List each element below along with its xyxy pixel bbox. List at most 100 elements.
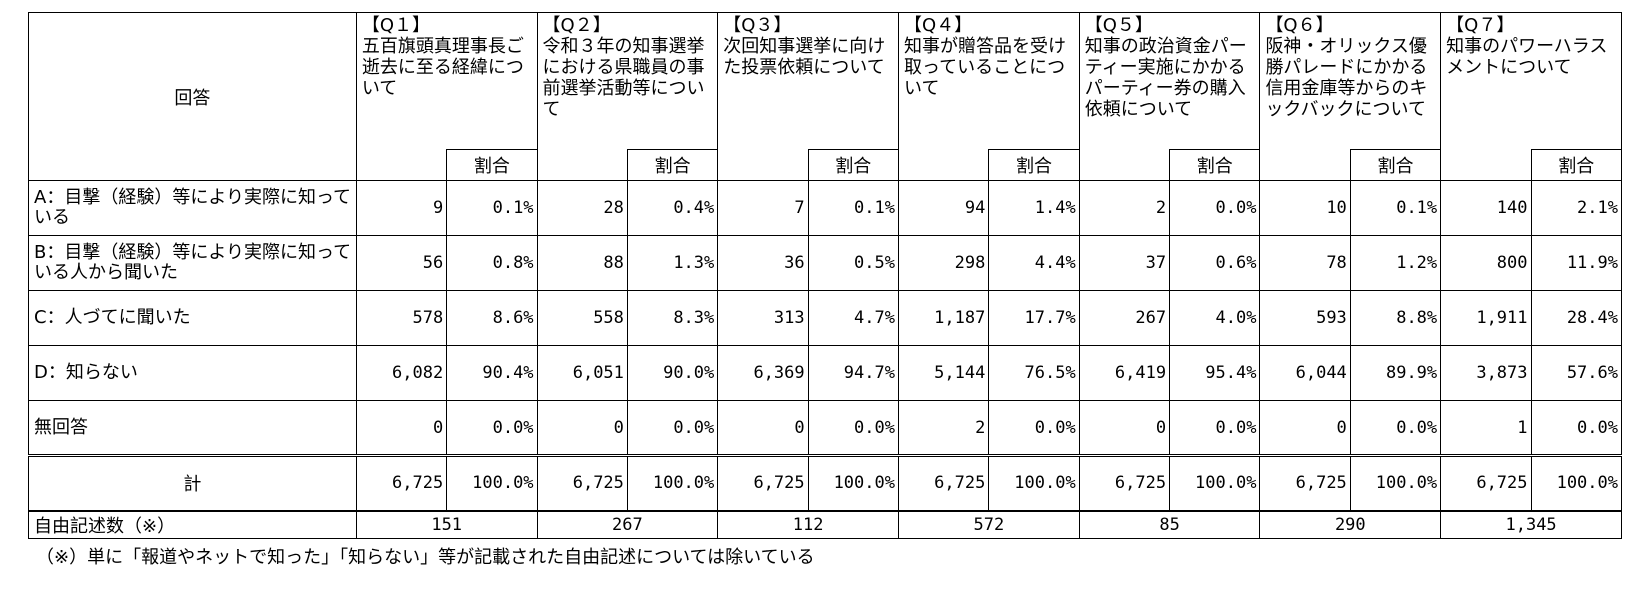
count-subheader [717,149,809,181]
count-cell: 6,051 [536,345,628,401]
total-count-cell: 6,725 [1078,454,1171,512]
count-cell: 0 [355,400,448,456]
answer-label: A：目撃（経験）等により実際に知っている [28,180,357,236]
ratio-cell: 1.2% [1349,235,1442,291]
question-header-q6: 【Q６】 阪神・オリックス優勝パレードにかかる信用金庫等からのキックバックについ… [1259,12,1442,150]
free-text-count-cell: 85 [1078,510,1261,539]
count-cell: 94 [897,180,990,236]
ratio-cell: 28.4% [1530,290,1623,346]
table-row: C：人づてに聞いた 578 8.6% 558 8.3% 313 4.7% 1,187 17.7%… [28,290,1623,346]
ratio-cell: 2.1% [1530,180,1623,236]
free-text-count-cell: 151 [355,510,538,539]
ratio-cell: 0.1% [446,180,538,236]
ratio-cell: 0.0% [1169,180,1261,236]
ratio-cell: 0.4% [626,180,719,236]
count-subheader [897,149,990,181]
total-ratio-cell: 100.0% [446,454,538,512]
total-row: 計 6,725 100.0% 6,725 100.0% 6,725 100.0% 6,725 1… [28,454,1623,512]
table-row: B：目撃（経験）等により実際に知っている人から聞いた 56 0.8% 88 1.3% 36… [28,235,1623,291]
question-title: 次回知事選挙に向けた投票依頼について [723,36,886,78]
count-cell: 1,187 [897,290,990,346]
ratio-cell: 17.7% [988,290,1080,346]
count-cell: 28 [536,180,628,236]
ratio-cell: 0.0% [446,400,538,456]
answer-label: C：人づてに聞いた [28,290,357,346]
ratio-cell: 0.5% [807,235,899,291]
question-header-q4: 【Q４】 知事が贈答品を受け取っていることについて [897,12,1080,150]
ratio-cell: 0.0% [626,400,719,456]
survey-results-table: 回答 【Q１】 五百旗頭真理事長ご逝去に至る経緯について 【Q２】 令和３年の知… [28,12,1623,539]
answer-label: B：目撃（経験）等により実際に知っている人から聞いた [28,235,357,291]
question-title: 五百旗頭真理事長ご逝去に至る経緯について [361,36,524,99]
total-count-cell: 6,725 [1440,454,1532,512]
ratio-cell: 0.0% [1169,400,1261,456]
count-subheader [1440,149,1532,181]
table-row: 無回答 0 0.0% 0 0.0% 0 0.0% 2 0.0% 0 0.0% 0 0.0% 1 0.0% [28,400,1623,456]
count-cell: 578 [355,290,448,346]
count-cell: 5,144 [897,345,990,401]
count-subheader [536,149,628,181]
ratio-subheader: 割合 [1349,149,1442,181]
total-label: 計 [28,454,357,512]
question-number: 【Q４】 [903,15,973,36]
question-title: 知事が贈答品を受け取っていることについて [903,36,1066,99]
count-cell: 1 [1440,400,1532,456]
question-header-row: 回答 【Q１】 五百旗頭真理事長ご逝去に至る経緯について 【Q２】 令和３年の知… [28,12,1622,181]
ratio-subheader: 割合 [988,149,1080,181]
count-cell: 9 [355,180,448,236]
answer-column-header: 回答 [28,12,357,181]
total-ratio-cell: 100.0% [988,454,1080,512]
count-cell: 88 [536,235,628,291]
ratio-cell: 57.6% [1530,345,1623,401]
ratio-cell: 4.0% [1169,290,1261,346]
question-title: 令和３年の知事選挙における県職員の事前選挙活動等について [542,36,705,120]
answer-label: D：知らない [28,345,357,401]
footnote: （※）単に「報道やネットで知った」「知らない」等が記載された自由記述については除… [36,547,815,568]
count-cell: 37 [1078,235,1171,291]
total-ratio-cell: 100.0% [626,454,719,512]
question-number: 【Q２】 [542,15,611,36]
count-cell: 10 [1259,180,1351,236]
question-number: 【Q６】 [1265,15,1334,36]
free-text-row: 自由記述数（※） 151 267 112 572 85 290 1,345 [28,510,1622,539]
count-cell: 593 [1259,290,1351,346]
question-title: 知事の政治資金パーティー実施にかかるパーティー券の購入依頼について [1084,36,1247,120]
count-cell: 800 [1440,235,1532,291]
count-cell: 6,044 [1259,345,1351,401]
count-cell: 36 [717,235,809,291]
free-text-count-cell: 112 [717,510,899,539]
count-cell: 0 [1259,400,1351,456]
ratio-cell: 0.0% [1530,400,1623,456]
question-header-q1: 【Q１】 五百旗頭真理事長ご逝去に至る経緯について [355,12,538,150]
count-cell: 267 [1078,290,1171,346]
free-text-count-cell: 267 [536,510,719,539]
count-cell: 0 [536,400,628,456]
count-subheader [1259,149,1351,181]
free-text-count-cell: 290 [1259,510,1442,539]
question-number: 【Q１】 [361,15,430,36]
ratio-cell: 0.1% [807,180,899,236]
total-ratio-cell: 100.0% [807,454,899,512]
ratio-subheader: 割合 [1530,149,1623,181]
ratio-subheader: 割合 [807,149,899,181]
total-count-cell: 6,725 [536,454,628,512]
count-cell: 1,911 [1440,290,1532,346]
ratio-cell: 90.4% [446,345,538,401]
table-row: D：知らない 6,082 90.4% 6,051 90.0% 6,369 94.7% 5,14… [28,345,1623,401]
ratio-cell: 8.3% [626,290,719,346]
ratio-cell: 76.5% [988,345,1080,401]
free-text-count-cell: 572 [897,510,1080,539]
answer-label: 無回答 [28,400,357,456]
count-subheader [1078,149,1171,181]
free-text-label: 自由記述数（※） [28,510,357,539]
question-header-q2: 【Q２】 令和３年の知事選挙における県職員の事前選挙活動等について [536,12,719,150]
ratio-cell: 8.6% [446,290,538,346]
ratio-cell: 0.0% [1349,400,1442,456]
question-number: 【Q３】 [723,15,792,36]
count-cell: 0 [1078,400,1171,456]
total-ratio-cell: 100.0% [1349,454,1442,512]
total-ratio-cell: 100.0% [1530,454,1623,512]
count-cell: 56 [355,235,448,291]
ratio-cell: 89.9% [1349,345,1442,401]
total-count-cell: 6,725 [1259,454,1351,512]
